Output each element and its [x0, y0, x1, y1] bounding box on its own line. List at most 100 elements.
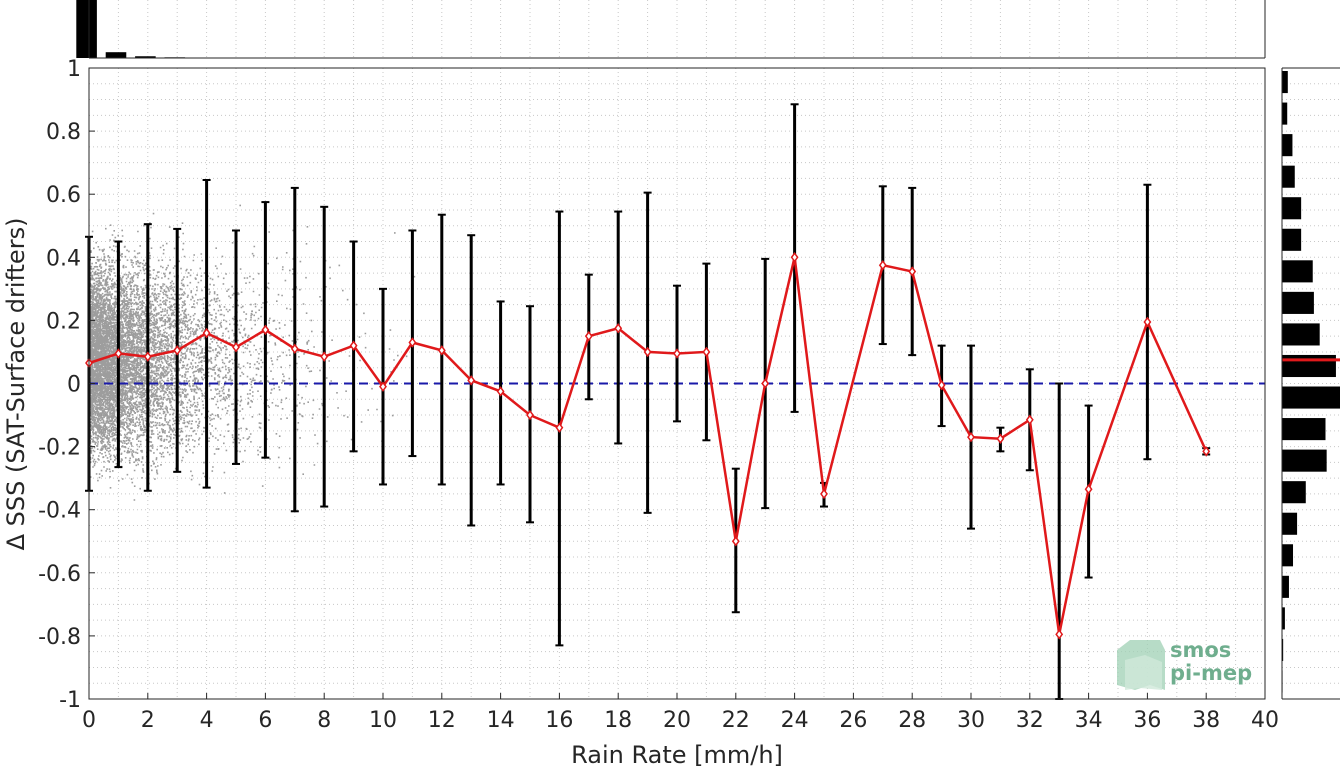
mean-point: [937, 379, 946, 391]
x-tick-label: 6: [258, 708, 272, 733]
mean-point: [349, 340, 358, 351]
mean-point: [702, 346, 711, 358]
main-plot-area: smos pi-mep: [85, 67, 1266, 700]
x-tick-label: 0: [82, 708, 96, 733]
mean-point: [379, 381, 387, 392]
x-axis-title: Rain Rate [mm/h]: [571, 741, 783, 768]
right-histogram-bar: [1282, 575, 1289, 598]
y-tick-label: 0.2: [46, 309, 81, 334]
top-histogram-bar: [76, 0, 97, 58]
mean-point: [290, 343, 299, 355]
mean-point: [996, 433, 1005, 444]
x-tick-label: 10: [369, 708, 397, 733]
x-tick-label: 14: [487, 708, 515, 733]
right-histogram-bar: [1282, 607, 1285, 630]
logo-shape-icon: [1125, 655, 1162, 690]
top-histogram-bar: [105, 52, 127, 58]
right-histogram-bar: [1282, 71, 1288, 94]
y-tick-label: -0.8: [38, 625, 81, 650]
mean-point: [614, 323, 623, 334]
scatter-cloud: [89, 204, 416, 501]
mean-point: [820, 488, 828, 500]
x-tick-label: 4: [200, 708, 214, 733]
mean-point: [408, 337, 417, 348]
y-tick-label: 0.4: [46, 246, 81, 271]
mean-point: [1025, 414, 1034, 426]
mean-markers: [85, 252, 1211, 640]
mean-line: [88, 257, 1208, 635]
x-tick-label: 12: [428, 708, 456, 733]
x-tick-label: 32: [1016, 708, 1044, 733]
mean-point: [643, 346, 652, 358]
mean-point: [526, 409, 534, 421]
logo-line2: pi-mep: [1170, 661, 1252, 685]
right-histogram-bar: [1282, 228, 1302, 251]
mean-point: [761, 378, 770, 389]
right-histogram-bar: [1282, 260, 1313, 283]
right-histogram-bar: [1282, 102, 1288, 125]
x-tick-label: 26: [839, 708, 867, 733]
x-tick-label: 8: [317, 708, 331, 733]
mean-point: [202, 327, 211, 339]
mean-point: [673, 348, 681, 359]
y-tick-label: -0.4: [38, 499, 81, 524]
right-histogram-bar: [1282, 638, 1284, 661]
smos-pi-mep-logo: smos pi-mep: [1117, 638, 1252, 690]
scatter-points: [89, 204, 416, 501]
top-histogram: [76, 0, 1266, 59]
x-tick-label: 34: [1075, 708, 1103, 733]
right-histogram-bar: [1282, 418, 1326, 441]
y-tick-label: 1: [67, 57, 81, 82]
mean-point: [584, 330, 593, 342]
mean-point: [496, 386, 505, 397]
x-tick-label: 40: [1251, 708, 1279, 733]
right-histogram-bar: [1282, 544, 1294, 567]
x-tick-label: 38: [1192, 708, 1220, 733]
right-histogram-bar: [1282, 512, 1298, 535]
mean-point: [1084, 483, 1093, 495]
right-histogram: [1281, 67, 1340, 700]
mean-point: [261, 324, 270, 336]
y-tick-labels: -1 -0.8 -0.6 -0.4 -0.2 0 0.2 0.4 0.6 0.8 1: [38, 57, 95, 713]
mean-point: [1202, 446, 1211, 457]
right-histogram-bar: [1282, 134, 1293, 157]
right-histogram-bar: [1282, 481, 1306, 504]
mean-point: [967, 431, 975, 443]
right-histogram-bar: [1282, 197, 1302, 220]
mean-point: [173, 345, 182, 356]
x-tick-label: 16: [545, 708, 573, 733]
mean-point: [437, 345, 446, 356]
x-tick-label: 24: [781, 708, 809, 733]
y-tick-label: 0.8: [46, 120, 81, 145]
x-tick-label: 36: [1133, 708, 1161, 733]
mean-point: [878, 259, 887, 271]
mean-point: [1143, 316, 1152, 328]
x-tick-label: 22: [722, 708, 750, 733]
x-tick-label: 2: [141, 708, 155, 733]
mean-point: [731, 536, 740, 547]
logo-line1: smos: [1170, 638, 1231, 662]
right-histogram-bar: [1282, 165, 1295, 188]
top-histogram-bar: [135, 56, 156, 58]
mean-point: [555, 422, 564, 433]
y-tick-label: 0.6: [46, 183, 81, 208]
mean-point: [232, 341, 240, 353]
right-histogram-bar: [1282, 354, 1336, 378]
mean-point: [467, 375, 476, 386]
mean-point: [143, 351, 152, 362]
x-tick-label: 20: [663, 708, 691, 733]
mean-point: [1055, 629, 1064, 640]
y-tick-label: -0.6: [38, 562, 81, 587]
y-tick-label: -1: [59, 688, 81, 713]
x-tick-label: 28: [898, 708, 926, 733]
x-tick-label: 30: [957, 708, 985, 733]
mean-point: [114, 348, 123, 359]
x-tick-labels: 0 2 4 6 8 10 12 14 16 18 20 22 24 26 28 30 32 34 36 38 40: [82, 693, 1279, 733]
x-tick-label: 18: [604, 708, 632, 733]
y-tick-label: 0: [67, 373, 81, 398]
mean-point: [790, 252, 799, 263]
right-histogram-bar: [1282, 323, 1320, 346]
y-axis-title: Δ SSS (SAT-Surface drifters): [2, 218, 30, 551]
mean-point: [908, 266, 917, 277]
